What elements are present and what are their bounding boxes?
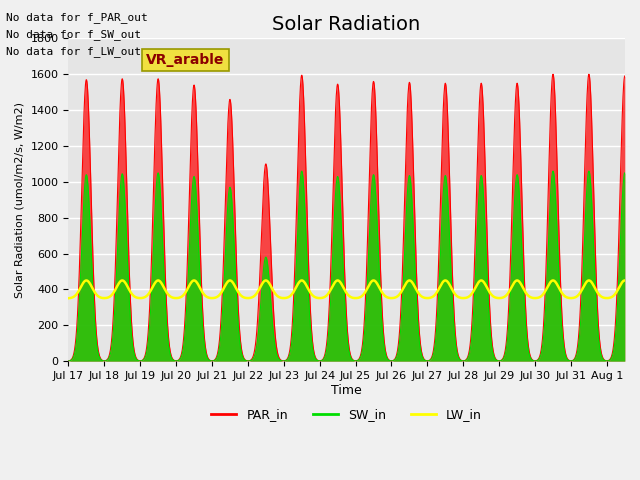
Title: Solar Radiation: Solar Radiation bbox=[273, 15, 420, 34]
Legend: PAR_in, SW_in, LW_in: PAR_in, SW_in, LW_in bbox=[206, 403, 487, 426]
Text: VR_arable: VR_arable bbox=[147, 53, 225, 67]
Text: No data for f_LW_out: No data for f_LW_out bbox=[6, 47, 141, 58]
Text: No data for f_SW_out: No data for f_SW_out bbox=[6, 29, 141, 40]
Y-axis label: Solar Radiation (umol/m2/s, W/m2): Solar Radiation (umol/m2/s, W/m2) bbox=[15, 102, 25, 298]
X-axis label: Time: Time bbox=[332, 384, 362, 396]
Text: No data for f_PAR_out: No data for f_PAR_out bbox=[6, 12, 148, 23]
